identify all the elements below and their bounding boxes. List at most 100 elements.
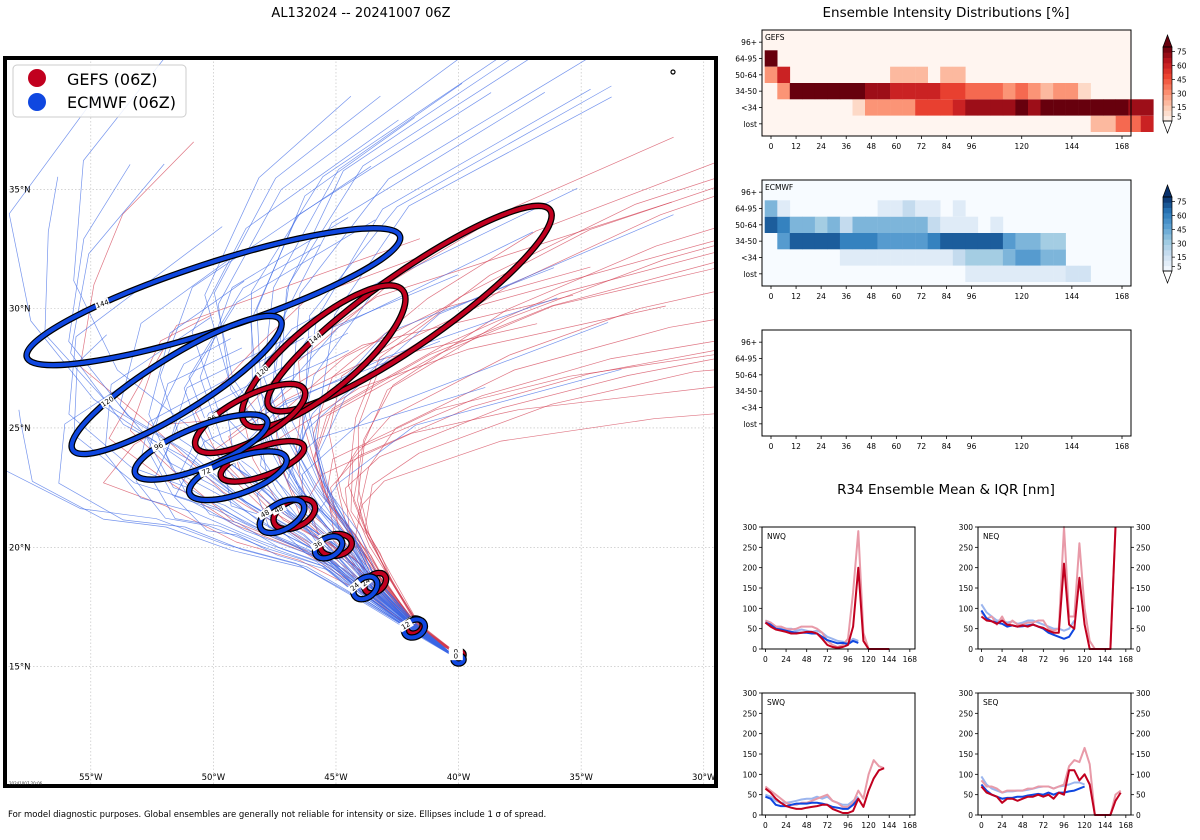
- heatmap-cell: [952, 83, 966, 100]
- heatmap-cell: [877, 200, 891, 217]
- heatmap-cell: [777, 83, 791, 100]
- heatmap-cell: [927, 233, 941, 250]
- y-tick-label: 200: [743, 730, 758, 739]
- x-tick-label: 24: [997, 655, 1007, 664]
- heatmap-cell: [902, 249, 916, 266]
- lat-tick-label: 30°N: [9, 305, 30, 315]
- heatmap-cell: [915, 249, 928, 266]
- heatmap-cell: [965, 99, 979, 116]
- lat-tick-label: 25°N: [9, 424, 30, 434]
- forecast-ellipse-48: 48: [256, 496, 308, 537]
- colorbar-segment: [1163, 115, 1172, 122]
- heatmap-cell: [1053, 83, 1066, 100]
- hour-label: 0: [454, 653, 458, 661]
- x-tick-label: 96: [967, 142, 977, 151]
- panel-label: GEFS: [765, 33, 785, 42]
- x-tick-label: 144: [882, 821, 897, 830]
- heatmap-cell: [1028, 99, 1041, 116]
- heatmap-cell: [1053, 99, 1066, 116]
- colorbar-tick-label: 75: [1177, 48, 1187, 57]
- ensemble-track-line: [274, 58, 532, 660]
- x-tick-label: 0: [763, 821, 768, 830]
- y-tick-label: 250: [743, 543, 758, 552]
- heatmap-cell: [1078, 265, 1091, 282]
- y-tick-label: 34-50: [735, 387, 757, 396]
- heatmap-cell: [1103, 115, 1116, 132]
- heatmap-cell: [927, 99, 941, 116]
- colorbar-segment: [1163, 78, 1172, 85]
- hour-label-bg: [254, 363, 271, 380]
- legend-ecmwf-marker: [28, 93, 46, 111]
- x-tick-label: 168: [1119, 821, 1134, 830]
- x-tick-label: 84: [942, 292, 952, 301]
- colorbar-segment: [1163, 249, 1172, 256]
- y-tick-label: 64-95: [735, 355, 757, 364]
- lat-tick-label: 15°N: [9, 663, 30, 673]
- heatmap-cell: [915, 83, 928, 100]
- forecast-ellipse-144: 144: [264, 202, 555, 415]
- intensity-panel-ecmwf: lost <34 34-50 50-64 64-95 96+ 0 12 24 36 48 60 72 84…: [735, 179, 1132, 301]
- colorbar-extend-bottom: [1162, 120, 1173, 134]
- ellipse-stroke: [187, 449, 289, 503]
- heatmap-cell: [965, 216, 979, 233]
- x-tick-label: 0: [979, 821, 984, 830]
- ellipse-stroke: [132, 412, 270, 482]
- y-tick-label: 300: [959, 523, 974, 532]
- r34-panel-nwq: NWQ 0 24 48 72 96 120 144 168 0 50 100 150 200 250 300: [743, 523, 918, 664]
- colorbar-segment: [1163, 110, 1172, 117]
- colorbar-segment: [1163, 57, 1172, 64]
- colorbar-tick-label: 30: [1177, 89, 1187, 98]
- ellipse-stroke: [218, 439, 307, 484]
- heatmap-cell: [1090, 115, 1104, 132]
- hour-label: 48: [273, 504, 284, 515]
- x-tick-label: 48: [802, 655, 812, 664]
- y-tick-label: 50: [747, 625, 757, 634]
- heatmap-cell: [777, 200, 791, 217]
- ensemble-track-line: [301, 88, 591, 660]
- ecmwf-mean-line: [765, 621, 859, 646]
- x-tick-label: 24: [997, 821, 1007, 830]
- y-tick-label: <34: [741, 404, 757, 413]
- r34-panel-swq: SWQ 0 24 48 72 96 120 144 168 0 50 100 150 200 250 300: [743, 689, 918, 830]
- heatmap-cell: [802, 216, 816, 233]
- y-tick-label: 64-95: [735, 55, 757, 64]
- heatmap-cell: [1115, 99, 1129, 116]
- heatmap-cell: [902, 216, 916, 233]
- x-tick-label: 0: [769, 142, 774, 151]
- heatmap-cell: [1078, 99, 1091, 116]
- hour-label: 36: [312, 539, 324, 551]
- heatmap-cell: [990, 249, 1004, 266]
- x-tick-label: 144: [882, 655, 897, 664]
- legend-gefs-marker: [28, 69, 46, 87]
- colorbar-tick-label: 15: [1177, 103, 1187, 112]
- lat-tick-label: 35°N: [9, 185, 30, 195]
- gefs-mean-line: [764, 767, 885, 814]
- r34-title: R34 Ensemble Mean & IQR [nm]: [837, 482, 1055, 498]
- heatmap-cell: [764, 66, 778, 83]
- heatmap-cell: [915, 200, 928, 217]
- lon-tick-label: 50°W: [202, 773, 226, 783]
- heatmap-cell: [1065, 265, 1079, 282]
- colorbar-extend-bottom: [1162, 270, 1173, 284]
- y-tick-label: 96+: [741, 38, 757, 47]
- heatmap-cell: [940, 233, 953, 250]
- heatmap-cell: [777, 233, 791, 250]
- x-tick-label: 36: [841, 442, 851, 451]
- heatmap-cell: [1015, 233, 1029, 250]
- ensemble-track-line: [292, 58, 590, 660]
- x-tick-label: 12: [791, 292, 801, 301]
- x-tick-label: 72: [823, 655, 833, 664]
- lon-tick-label: 35°W: [569, 773, 593, 783]
- y-tick-label: lost: [743, 420, 757, 429]
- heatmap-cell: [1028, 83, 1041, 100]
- heatmap-cell: [1015, 265, 1029, 282]
- heatmap-cell: [877, 249, 891, 266]
- heatmap-cell: [777, 66, 791, 83]
- x-tick-label: 48: [867, 142, 877, 151]
- heatmap-cell: [902, 83, 916, 100]
- heatmap-cell: [827, 83, 841, 100]
- heatmap-cell: [865, 249, 878, 266]
- x-tick-label: 168: [903, 655, 918, 664]
- hour-label-bg: [94, 297, 111, 310]
- x-tick-label: 48: [802, 821, 812, 830]
